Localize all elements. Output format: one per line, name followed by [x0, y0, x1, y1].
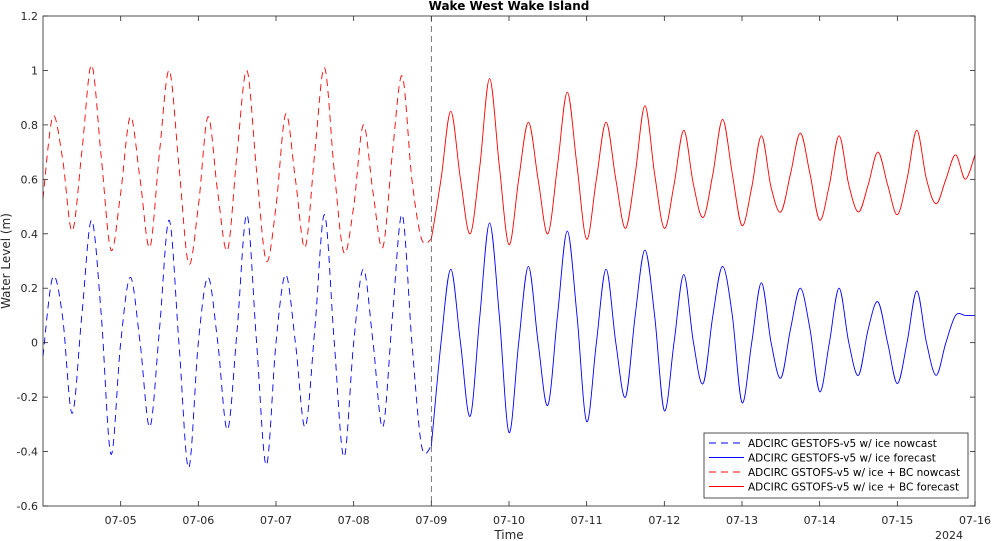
series-layer [42, 64, 976, 469]
series-line-3 [42, 64, 432, 265]
x-tick-label: 07-11 [571, 514, 603, 527]
y-axis-ticks: -0.6 -0.4 -0.2 0 0.2 0.4 0.6 0.8 1 1.2 [17, 10, 975, 513]
series-line-2 [430, 222, 975, 447]
x-axis-ticks: 07-05 07-06 07-07 07-08 07-09 07-10 07-11 07-12… [105, 16, 991, 527]
y-axis-label: Water Level (m) [0, 213, 13, 309]
y-tick-label: 1.2 [21, 10, 39, 23]
x-tick-label: 07-16 [959, 514, 991, 527]
x-tick-label: 07-10 [493, 514, 525, 527]
x-tick-label: 07-09 [415, 514, 447, 527]
legend-entry-label: ADCIRC GESTOFS-v5 w/ ice nowcast [748, 438, 937, 450]
chart-title: Wake West Wake Island [429, 0, 590, 13]
legend-box [703, 432, 969, 499]
y-tick-label: -0.6 [17, 500, 38, 513]
y-tick-label: -0.2 [17, 391, 38, 404]
y-tick-label: 1 [31, 64, 38, 77]
legend: ADCIRC GESTOFS-v5 w/ ice nowcast ADCIRC G… [703, 432, 969, 499]
y-tick-label: -0.4 [17, 446, 38, 459]
legend-entry-label: ADCIRC GESTOFS-v5 w/ ice forecast [748, 453, 936, 465]
x-tick-label: 07-12 [648, 514, 680, 527]
y-tick-label: 0.4 [21, 228, 39, 241]
x-tick-label: 07-08 [338, 514, 370, 527]
y-tick-label: 0.6 [21, 173, 39, 186]
x-tick-label: 07-05 [105, 514, 137, 527]
x-tick-label: 07-07 [260, 514, 292, 527]
y-tick-label: 0.2 [21, 282, 39, 295]
x-axis-label: Time [493, 528, 523, 541]
y-tick-label: 0 [31, 337, 38, 350]
year-label: 2024 [935, 529, 963, 541]
legend-entry-label: ADCIRC GSTOFS-v5 w/ ice + BC nowcast [748, 467, 960, 479]
x-tick-label: 07-15 [881, 514, 913, 527]
series-line-1 [42, 214, 432, 469]
series-line-4 [430, 78, 976, 246]
legend-entry-label: ADCIRC GSTOFS-v5 w/ ice + BC forecast [748, 482, 959, 494]
y-tick-label: 0.8 [21, 119, 39, 132]
x-tick-label: 07-13 [726, 514, 758, 527]
x-tick-label: 07-14 [804, 514, 836, 527]
x-tick-label: 07-06 [182, 514, 214, 527]
